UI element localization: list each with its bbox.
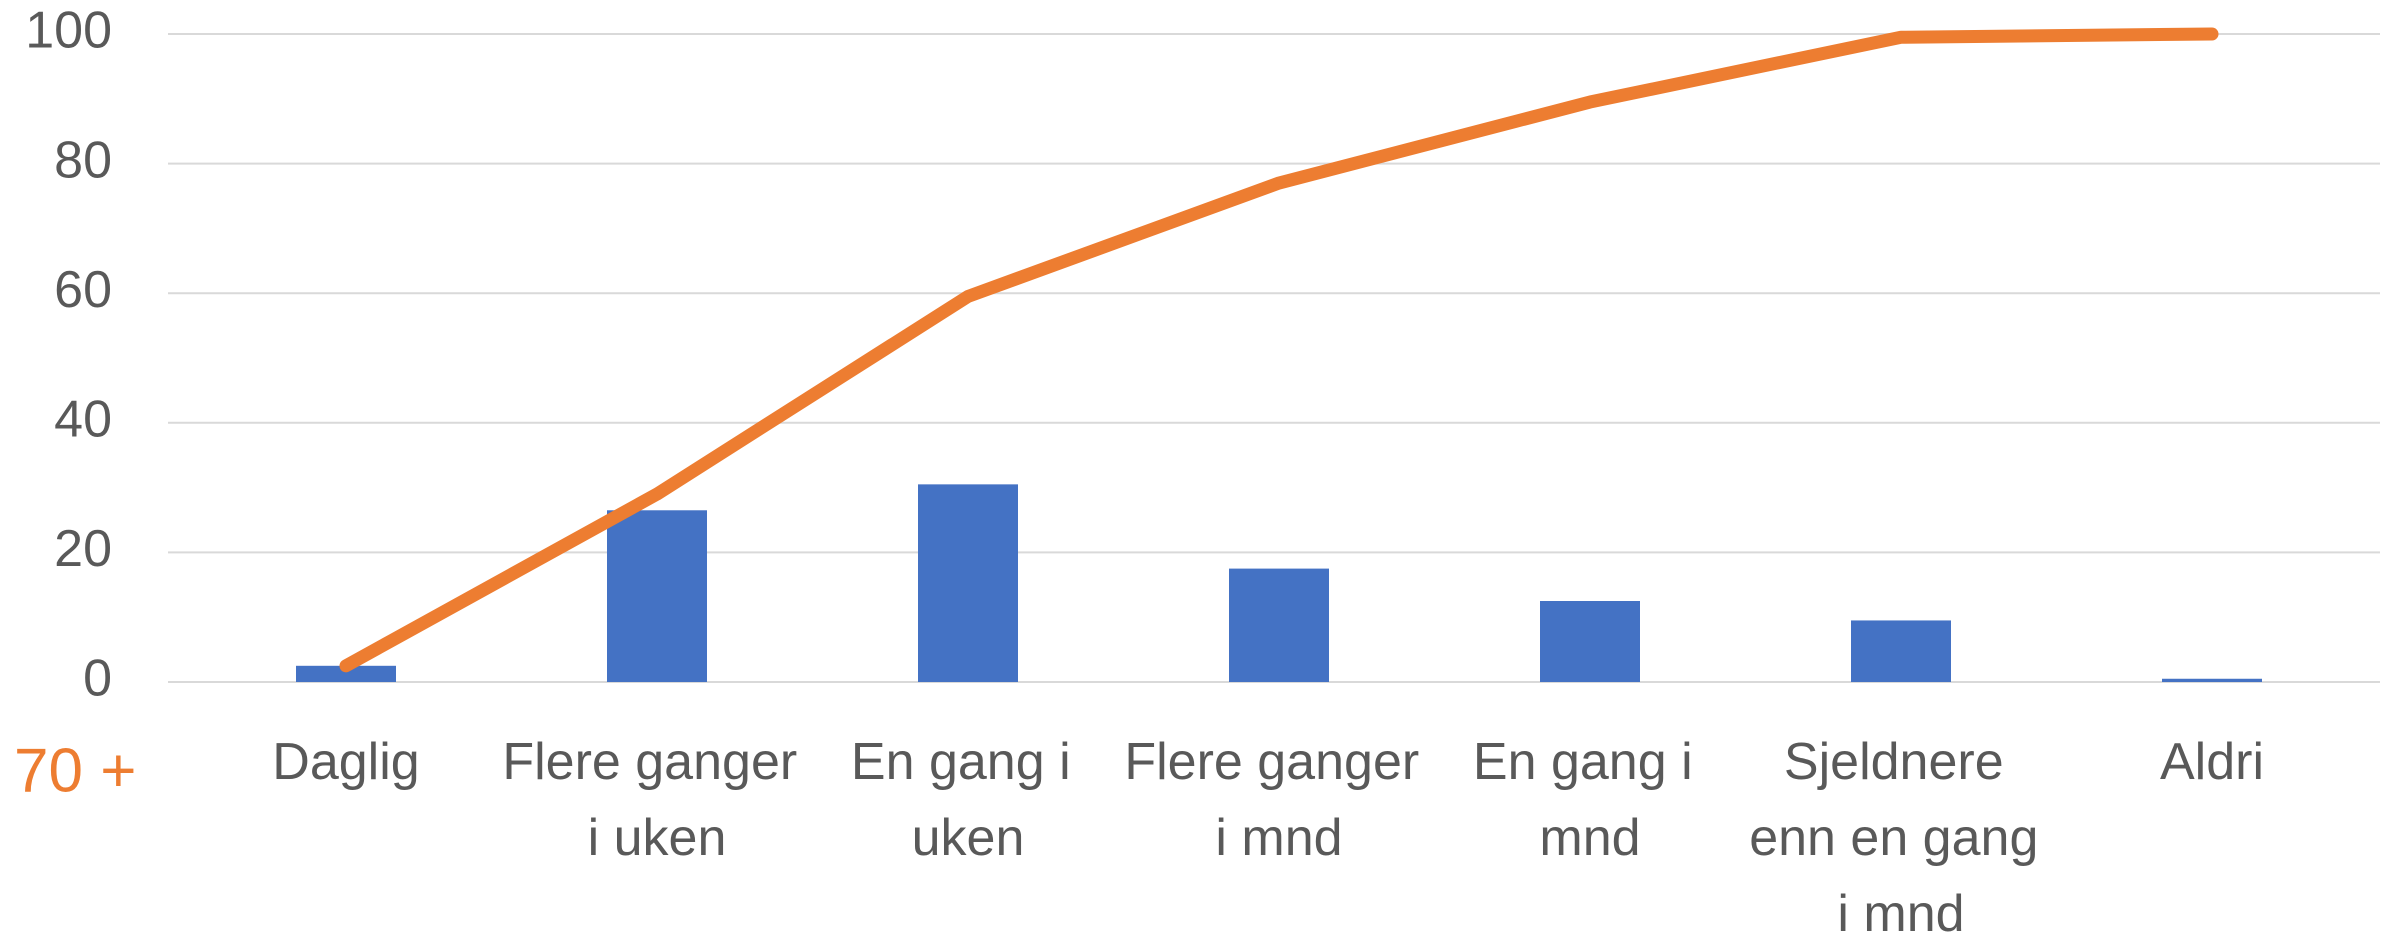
annotation: 70 + [14,736,136,805]
bar [2162,678,2262,682]
x-tick-label: Daglig [272,733,419,791]
x-tick-label: En gang i mnd [1473,733,1707,867]
y-tick-label: 0 [83,650,112,708]
x-tick-label: En gang i uken [851,733,1085,867]
bar [1851,620,1951,682]
y-tick-label: 60 [54,261,112,319]
x-tick-label: Sjeldnere enn en gang i mnd [1749,733,2053,937]
bar [296,665,396,682]
bar [918,484,1018,682]
x-tick-label: Aldri [2160,733,2264,791]
line [339,27,2219,673]
x-tick-label: Flere ganger i uken [502,733,811,867]
y-tick-label: 20 [54,520,112,578]
y-tick-label: 40 [54,391,112,449]
y-tick-label: 100 [25,2,112,60]
y-tick-label: 80 [54,131,112,189]
bar [607,510,707,682]
x-tick-label: Flere ganger i mnd [1124,733,1433,867]
bar [1540,601,1640,682]
bar [1229,568,1329,682]
